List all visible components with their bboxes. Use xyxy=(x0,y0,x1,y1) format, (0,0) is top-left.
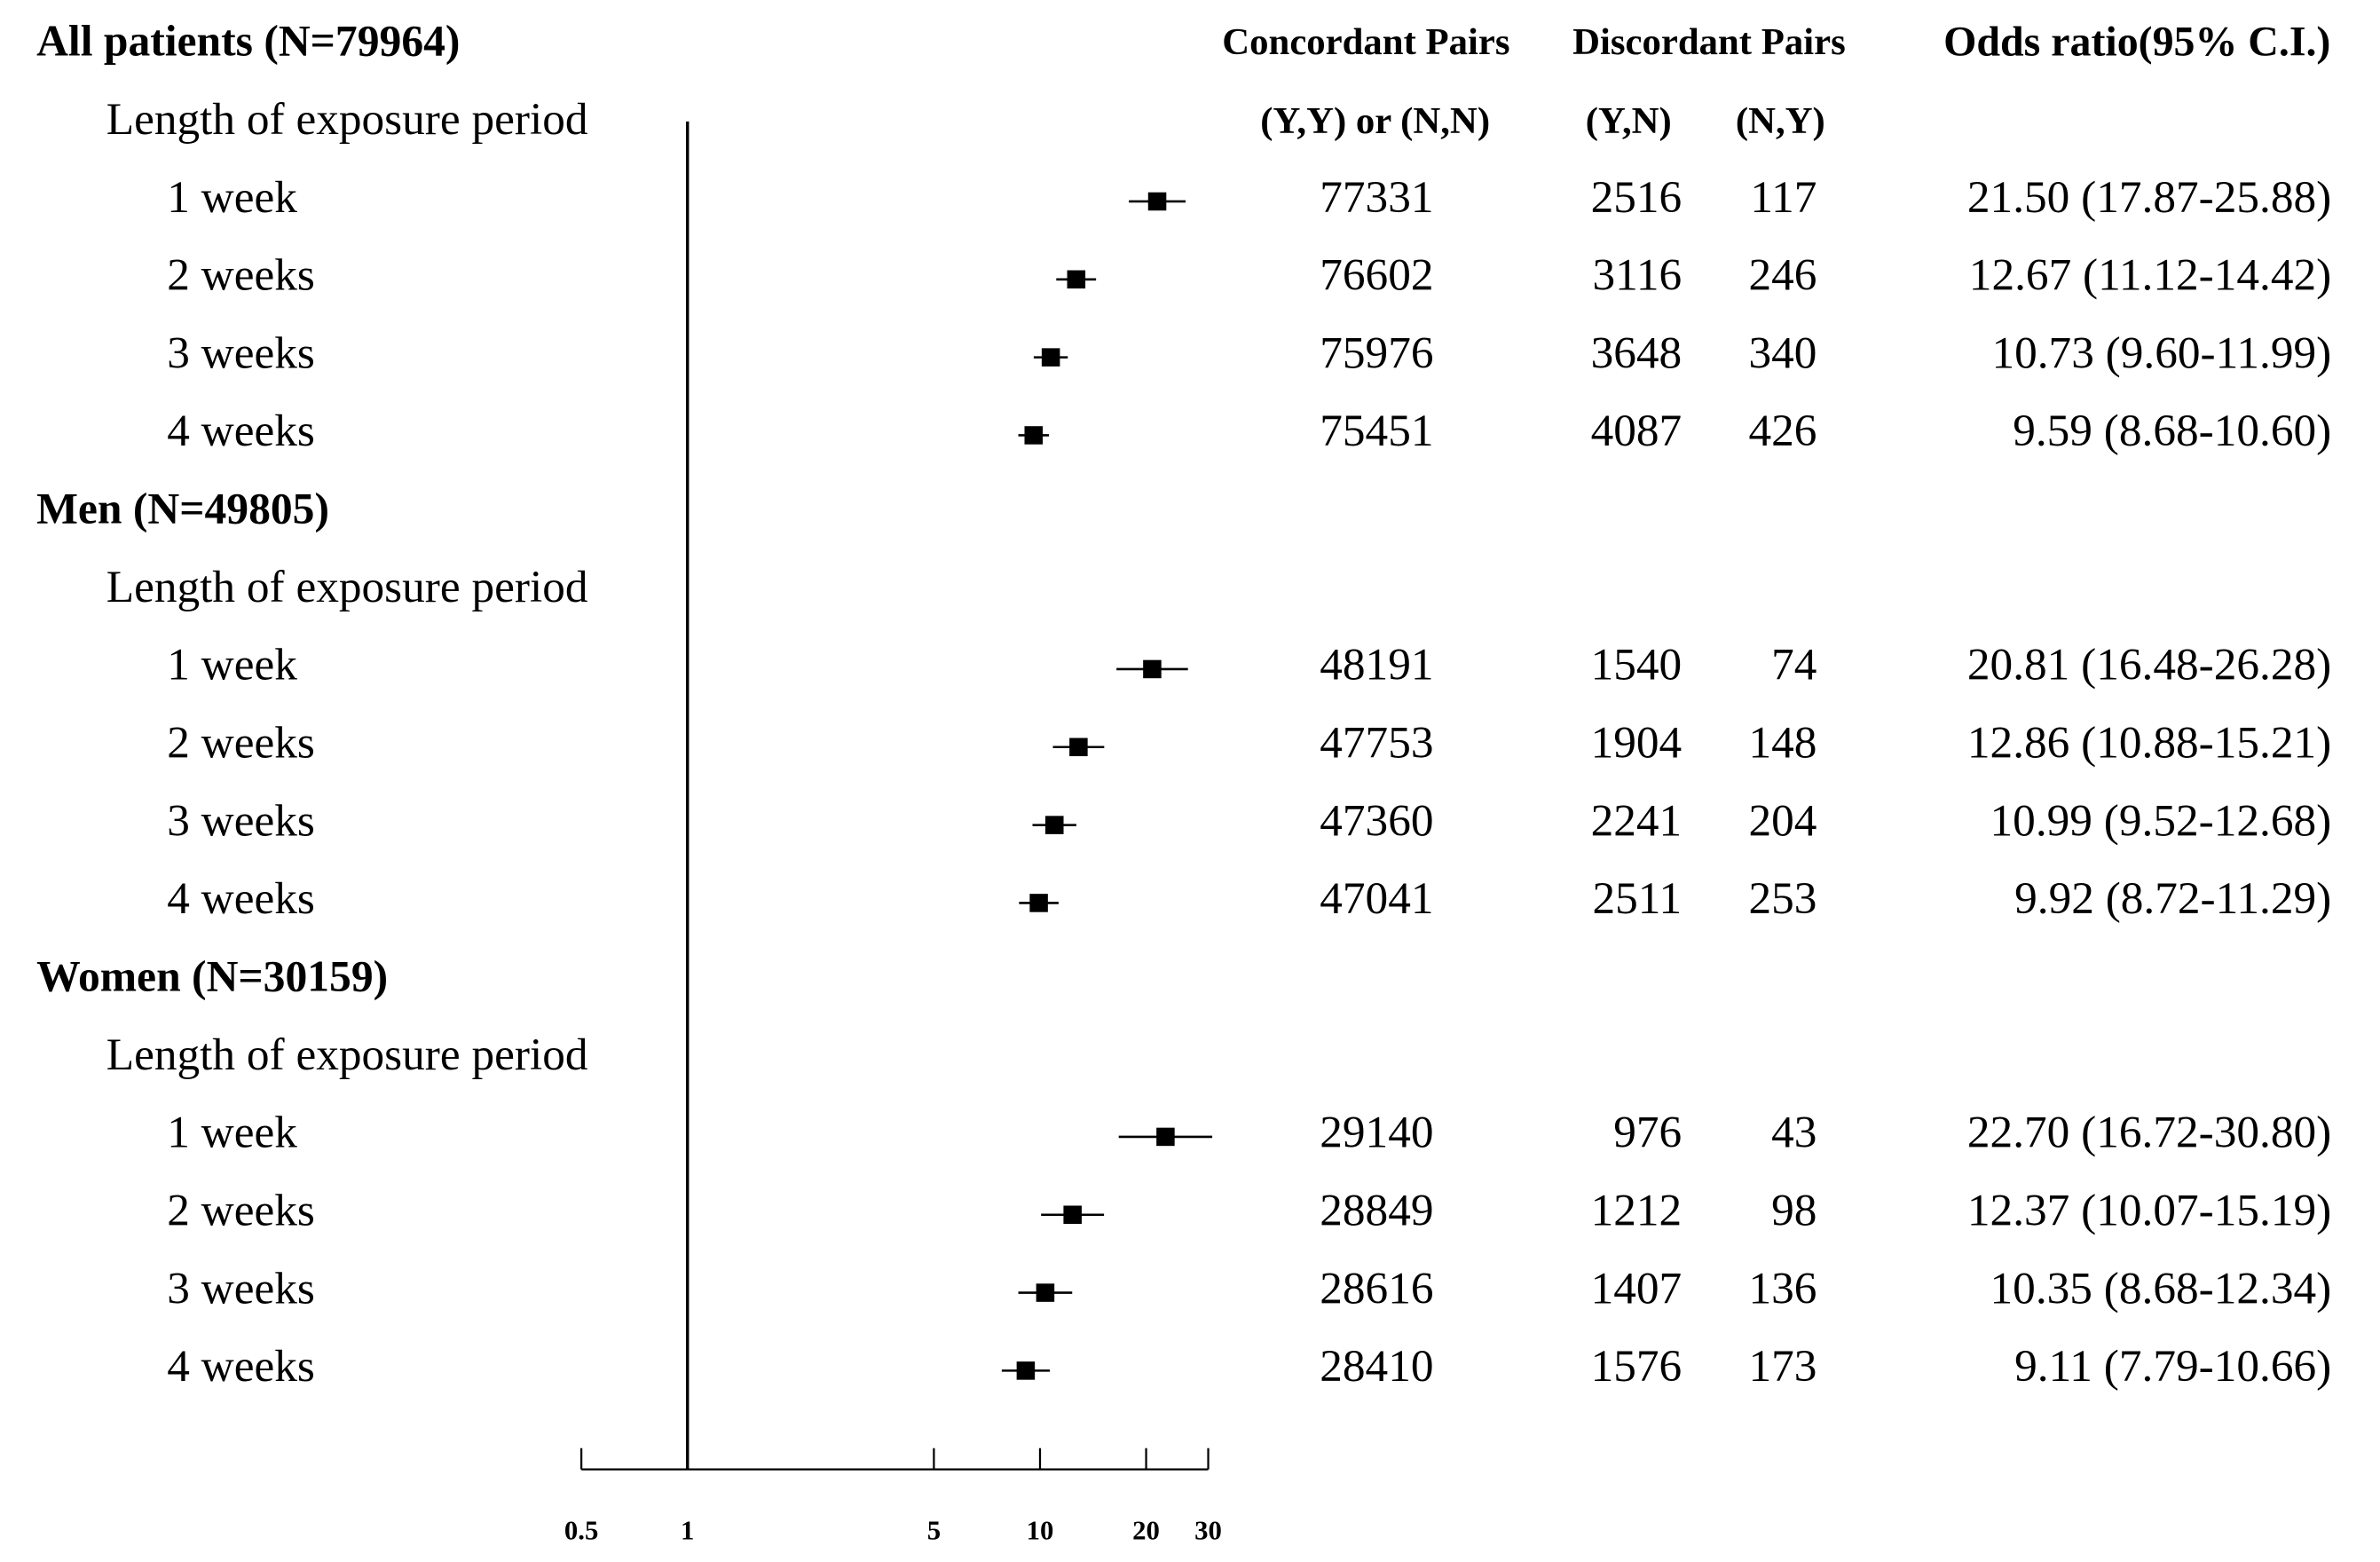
discordant-ny: 43 xyxy=(1771,1108,1817,1158)
row-label: 1 week xyxy=(167,1108,297,1158)
row-label: 3 weeks xyxy=(167,327,315,378)
concordant: 48191 xyxy=(1320,640,1433,690)
point-estimate xyxy=(1063,1205,1082,1225)
header: Odds ratio(95% C.I.) xyxy=(1943,18,2330,65)
row-label: 3 weeks xyxy=(167,795,315,846)
odds-ratio: 10.73 (9.60-11.99) xyxy=(1991,327,2331,378)
odds-ratio: 9.11 (7.79-10.66) xyxy=(2014,1341,2331,1392)
sub-header: (Y,Y) or (N,N) xyxy=(1260,100,1490,142)
group-subtitle: Length of exposure period xyxy=(106,94,588,145)
point-estimate xyxy=(1147,192,1167,211)
row-label: 2 weeks xyxy=(167,1186,315,1236)
row-label: 3 weeks xyxy=(167,1263,315,1314)
sub-header: (N,Y) xyxy=(1736,100,1825,142)
row-label: 1 week xyxy=(167,640,297,690)
x-tick-label: 20 xyxy=(1132,1516,1160,1546)
row-label: 2 weeks xyxy=(167,718,315,769)
concordant: 28616 xyxy=(1320,1263,1433,1314)
header: Discordant Pairs xyxy=(1572,21,1846,63)
discordant-ny: 246 xyxy=(1748,250,1817,301)
concordant: 28849 xyxy=(1320,1186,1433,1236)
point-estimate xyxy=(1067,270,1086,289)
concordant: 76602 xyxy=(1320,250,1433,301)
group-title: Men (N=49805) xyxy=(36,485,329,533)
discordant-ny: 74 xyxy=(1771,640,1817,690)
odds-ratio: 10.99 (9.52-12.68) xyxy=(1990,795,2332,846)
discordant-yn: 3116 xyxy=(1592,250,1682,301)
discordant-ny: 148 xyxy=(1748,718,1817,769)
row-label: 1 week xyxy=(167,172,297,223)
x-tick-label: 5 xyxy=(927,1516,941,1546)
group-subtitle: Length of exposure period xyxy=(106,562,588,612)
odds-ratio: 20.81 (16.48-26.28) xyxy=(1967,640,2331,690)
x-tick-label: 30 xyxy=(1194,1516,1222,1546)
discordant-ny: 340 xyxy=(1748,327,1817,378)
x-tick-label: 0.5 xyxy=(564,1516,598,1546)
x-tick-label: 1 xyxy=(681,1516,694,1546)
discordant-yn: 1576 xyxy=(1591,1341,1683,1392)
odds-ratio: 12.67 (11.12-14.42) xyxy=(1969,250,2331,301)
discordant-ny: 117 xyxy=(1750,172,1817,223)
discordant-yn: 1904 xyxy=(1591,718,1683,769)
header: Concordant Pairs xyxy=(1222,21,1509,63)
discordant-yn: 4087 xyxy=(1591,406,1683,456)
x-tick-label: 10 xyxy=(1027,1516,1054,1546)
concordant: 75976 xyxy=(1320,327,1433,378)
discordant-yn: 2511 xyxy=(1592,873,1682,924)
discordant-yn: 2241 xyxy=(1591,795,1683,846)
discordant-yn: 1407 xyxy=(1591,1263,1683,1314)
odds-ratio: 10.35 (8.68-12.34) xyxy=(1990,1263,2332,1314)
discordant-ny: 204 xyxy=(1748,795,1817,846)
point-estimate xyxy=(1143,659,1162,679)
group-title: Women (N=30159) xyxy=(36,952,388,1001)
discordant-ny: 173 xyxy=(1748,1341,1817,1392)
discordant-ny: 426 xyxy=(1748,406,1817,456)
discordant-yn: 3648 xyxy=(1591,327,1683,378)
discordant-yn: 1212 xyxy=(1591,1186,1683,1236)
group-title: All patients (N=79964) xyxy=(36,17,460,66)
point-estimate xyxy=(1016,1361,1036,1380)
sub-header: (Y,N) xyxy=(1586,100,1672,142)
discordant-ny: 98 xyxy=(1771,1186,1817,1236)
row-label: 4 weeks xyxy=(167,873,315,924)
concordant: 28410 xyxy=(1320,1341,1433,1392)
odds-ratio: 22.70 (16.72-30.80) xyxy=(1967,1108,2331,1158)
point-estimate xyxy=(1045,816,1064,834)
discordant-ny: 136 xyxy=(1748,1263,1817,1314)
point-estimate xyxy=(1041,348,1060,367)
row-label: 4 weeks xyxy=(167,1341,315,1392)
discordant-ny: 253 xyxy=(1748,873,1817,924)
discordant-yn: 976 xyxy=(1613,1108,1682,1158)
odds-ratio: 21.50 (17.87-25.88) xyxy=(1967,172,2331,223)
concordant: 47041 xyxy=(1320,873,1433,924)
concordant: 75451 xyxy=(1320,406,1433,456)
discordant-yn: 1540 xyxy=(1591,640,1683,690)
point-estimate xyxy=(1024,426,1044,445)
row-label: 2 weeks xyxy=(167,250,315,301)
point-estimate xyxy=(1156,1127,1175,1147)
point-estimate xyxy=(1029,894,1048,912)
group-subtitle: Length of exposure period xyxy=(106,1030,588,1080)
concordant: 29140 xyxy=(1320,1108,1433,1158)
odds-ratio: 9.92 (8.72-11.29) xyxy=(2014,873,2331,924)
point-estimate xyxy=(1069,738,1088,757)
odds-ratio: 9.59 (8.68-10.60) xyxy=(2013,406,2331,456)
row-label: 4 weeks xyxy=(167,406,315,456)
discordant-yn: 2516 xyxy=(1591,172,1683,223)
odds-ratio: 12.86 (10.88-15.21) xyxy=(1967,718,2331,769)
concordant: 47360 xyxy=(1320,795,1433,846)
point-estimate xyxy=(1036,1283,1055,1302)
concordant: 77331 xyxy=(1320,172,1433,223)
concordant: 47753 xyxy=(1320,718,1433,769)
odds-ratio: 12.37 (10.07-15.19) xyxy=(1967,1186,2331,1236)
